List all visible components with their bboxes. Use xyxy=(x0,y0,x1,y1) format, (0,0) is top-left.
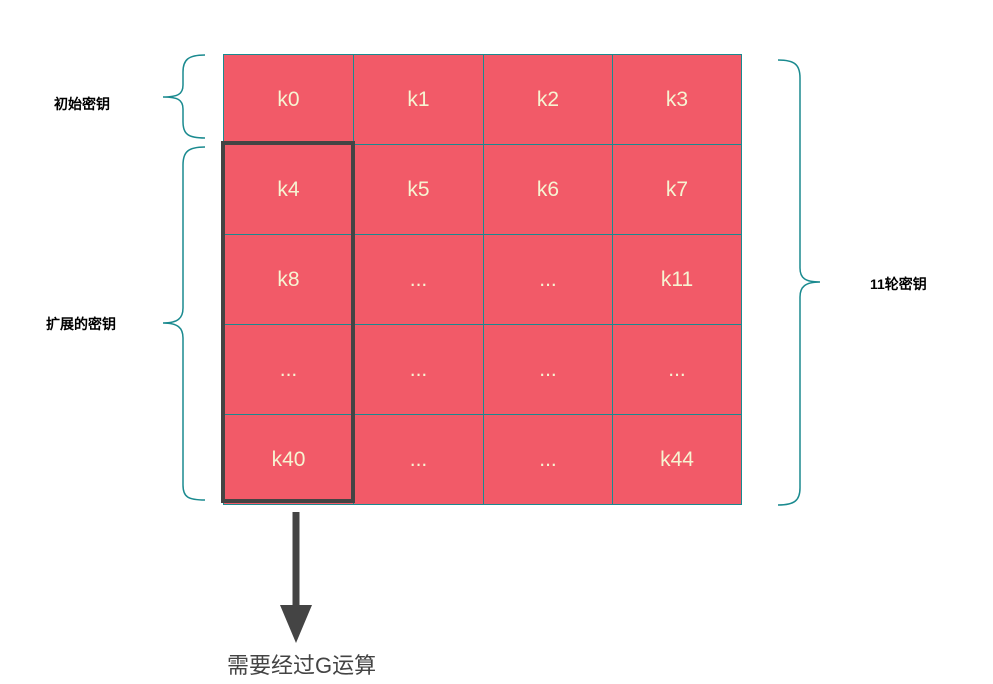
grid-cell: ... xyxy=(223,324,354,415)
brace-expanded-key xyxy=(162,146,206,501)
brace-initial-key xyxy=(162,54,206,139)
grid-cell: ... xyxy=(483,234,613,325)
arrow-head-icon xyxy=(280,605,312,643)
grid-cell: k4 xyxy=(223,144,354,235)
grid-cell: ... xyxy=(353,324,484,415)
round-keys-label: 11轮密钥 xyxy=(870,276,927,292)
grid-cell: k8 xyxy=(223,234,354,325)
grid-cell: k44 xyxy=(612,414,742,505)
grid-cell: ... xyxy=(612,324,742,415)
grid-cell: k11 xyxy=(612,234,742,325)
grid-cell: k6 xyxy=(483,144,613,235)
grid-cell: k2 xyxy=(483,54,613,145)
grid-cell: k1 xyxy=(353,54,484,145)
grid-cell: k40 xyxy=(223,414,354,505)
grid-cell: k0 xyxy=(223,54,354,145)
brace-round-keys xyxy=(777,59,821,506)
grid-cell: ... xyxy=(353,414,484,505)
g-operation-caption: 需要经过G运算 xyxy=(227,653,377,678)
initial-key-label: 初始密钥 xyxy=(54,96,110,112)
highlight-column-box xyxy=(221,141,355,503)
grid-cell: ... xyxy=(353,234,484,325)
expanded-key-label: 扩展的密钥 xyxy=(46,316,116,332)
grid-cell: ... xyxy=(483,414,613,505)
